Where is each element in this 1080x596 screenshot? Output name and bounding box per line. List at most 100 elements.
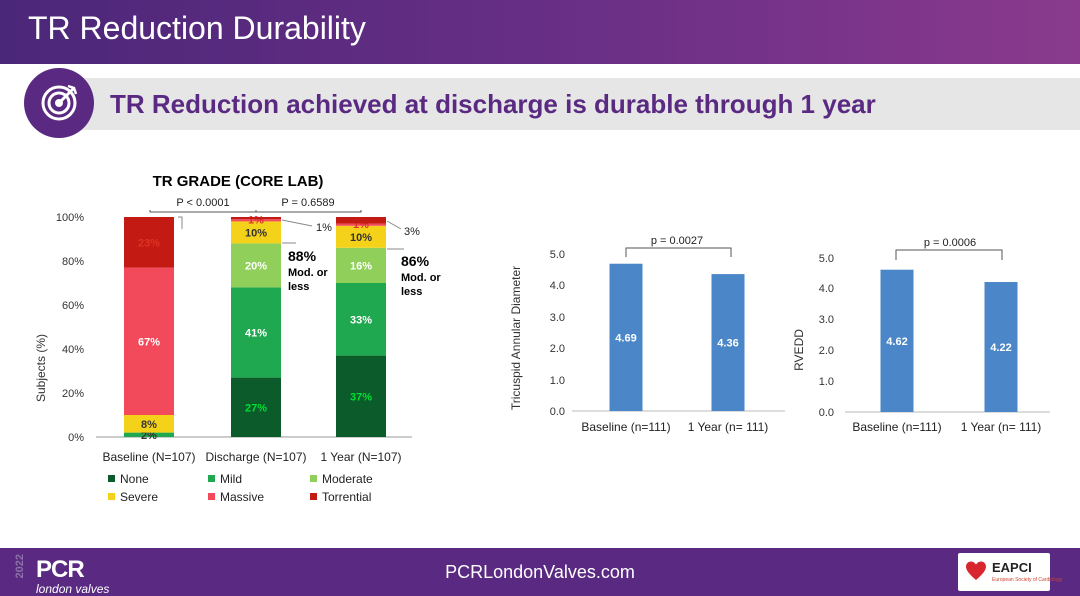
bar-segment-none — [231, 377, 281, 437]
bar-segment-severe — [124, 415, 174, 433]
y-axis-label: Subjects (%) — [34, 334, 48, 402]
charts: TR GRADE (CORE LAB) Subjects (%) 0% 20% … — [34, 173, 1050, 504]
mod-or-less-annotation: 86% Mod. or less — [387, 248, 441, 298]
y-tick: 2.0 — [819, 345, 834, 357]
legend-label: Moderate — [322, 472, 373, 486]
bar-segment-mild — [231, 287, 281, 378]
legend-swatch-none — [108, 475, 115, 482]
y-tick: 20% — [62, 388, 84, 400]
x-label: 1 Year (n= 111) — [688, 420, 769, 434]
y-tick: 100% — [56, 212, 84, 224]
p-value: p = 0.0027 — [651, 235, 703, 247]
footer-bar: 2022 PCR london valves PCRLondonValves.c… — [0, 548, 1080, 596]
bar — [711, 274, 745, 411]
annotation-text: less — [401, 286, 422, 298]
x-label: Baseline (n=111) — [852, 420, 941, 434]
slide-title: TR Reduction Durability — [28, 10, 366, 46]
y-tick: 60% — [62, 300, 84, 312]
legend-swatch-severe — [108, 493, 115, 500]
annotation-text: Mod. or — [288, 267, 328, 279]
bar-segment-mild — [336, 283, 386, 356]
headline: TR Reduction achieved at discharge is du… — [110, 89, 876, 119]
callout-line — [281, 219, 313, 227]
p-value: P < 0.0001 — [176, 197, 229, 209]
x-labels: Baseline (N=107) Discharge (N=107) 1 Yea… — [102, 450, 401, 464]
tr-grade-chart: TR GRADE (CORE LAB) Subjects (%) 0% 20% … — [34, 173, 441, 504]
bar-segment-massive — [124, 267, 174, 415]
callout-label: 3% — [404, 226, 420, 238]
y-axis-label: Tricuspid Annular Diameter — [509, 266, 523, 410]
footer-url[interactable]: PCRLondonValves.com — [445, 562, 635, 582]
y-tick: 0.0 — [819, 407, 834, 419]
segment-label: 10% — [245, 227, 267, 239]
legend-swatch-torrential — [310, 493, 317, 500]
y-tick: 0.0 — [550, 406, 565, 418]
segment-label: 67% — [138, 336, 160, 348]
eapci-logo: EAPCI European Society of Cardiology — [958, 553, 1062, 591]
bar-segment-mild — [124, 432, 174, 437]
title-bar: TR Reduction Durability — [0, 0, 1080, 64]
y-tick: 80% — [62, 256, 84, 268]
bar-value-label: 4.62 — [886, 336, 907, 348]
bar — [984, 282, 1018, 412]
segment-label: 41% — [245, 328, 267, 340]
headline-bar: TR Reduction achieved at discharge is du… — [40, 78, 1080, 130]
y-tick: 2.0 — [550, 343, 565, 355]
y-tick: 3.0 — [819, 314, 834, 326]
bars: 4.69 4.36 — [609, 263, 745, 411]
tad-chart: Tricuspid Annular Diameter 0.0 1.0 2.0 3… — [509, 235, 785, 434]
bar-value-label: 4.22 — [990, 342, 1011, 354]
y-tick: 3.0 — [550, 312, 565, 324]
bar-segment-torrential — [336, 217, 386, 224]
segment-label: 20% — [245, 260, 267, 272]
y-tick: 4.0 — [819, 283, 834, 295]
y-ticks: 0.0 1.0 2.0 3.0 4.0 5.0 — [819, 253, 834, 419]
y-ticks: 0% 20% 40% 60% 80% 100% — [56, 212, 84, 444]
mod-or-less-annotation: 88% Mod. or less — [282, 242, 328, 293]
p-bracket-1: P < 0.0001 — [149, 197, 257, 213]
rvedd-chart: RVEDD 0.0 1.0 2.0 3.0 4.0 5.0 4.62 4.22 B… — [792, 237, 1050, 434]
segment-label: 27% — [245, 402, 267, 414]
segment-label: 16% — [350, 260, 372, 272]
segment-label: 1% — [248, 214, 264, 226]
y-axis-label: RVEDD — [792, 329, 806, 371]
callout-line — [386, 220, 402, 230]
segment-label: 33% — [350, 314, 372, 326]
logo-sub: london valves — [36, 582, 110, 596]
bar-value-label: 4.36 — [717, 338, 738, 350]
p-bracket — [625, 247, 732, 257]
bar-segment-massive — [336, 223, 386, 226]
legend-label: Torrential — [322, 490, 371, 504]
p-bracket-2: P = 0.6589 — [255, 197, 362, 213]
bar-segment-severe — [336, 225, 386, 248]
p-value: P = 0.6589 — [281, 197, 334, 209]
p-bracket — [895, 249, 1003, 260]
segment-label: 2% — [141, 430, 157, 442]
legend-label: None — [120, 472, 149, 486]
annotation-pct: 88% — [288, 248, 317, 264]
bars: 4.62 4.22 — [880, 269, 1018, 412]
segment-label: 23% — [138, 237, 160, 249]
bar-segment-torrential — [124, 217, 174, 268]
bar-value-label: 4.69 — [615, 332, 636, 344]
y-ticks: 0.0 1.0 2.0 3.0 4.0 5.0 — [550, 249, 565, 418]
y-tick: 40% — [62, 344, 84, 356]
bar-segment-severe — [231, 221, 281, 244]
stacked-bars: 2%8%67%23%27%41%20%10%1%37%33%16%10%1% — [124, 214, 386, 442]
segment-label: 8% — [141, 419, 157, 431]
bar-segment-massive — [231, 219, 281, 222]
bar-segment-moderate — [231, 243, 281, 288]
y-tick: 1.0 — [550, 375, 565, 387]
bar — [880, 269, 914, 412]
bar-segment-torrential — [231, 217, 281, 220]
legend-label: Mild — [220, 472, 242, 486]
y-tick: 5.0 — [819, 253, 834, 265]
partner-sub: European Society of Cardiology — [992, 577, 1063, 583]
callout-line — [178, 216, 183, 229]
y-tick: 4.0 — [550, 280, 565, 292]
x-label: Discharge (N=107) — [205, 450, 306, 464]
x-label: 1 Year (n= 111) — [961, 420, 1042, 434]
legend-swatch-massive — [208, 493, 215, 500]
y-tick: 0% — [68, 432, 84, 444]
x-label: Baseline (n=111) — [581, 420, 670, 434]
